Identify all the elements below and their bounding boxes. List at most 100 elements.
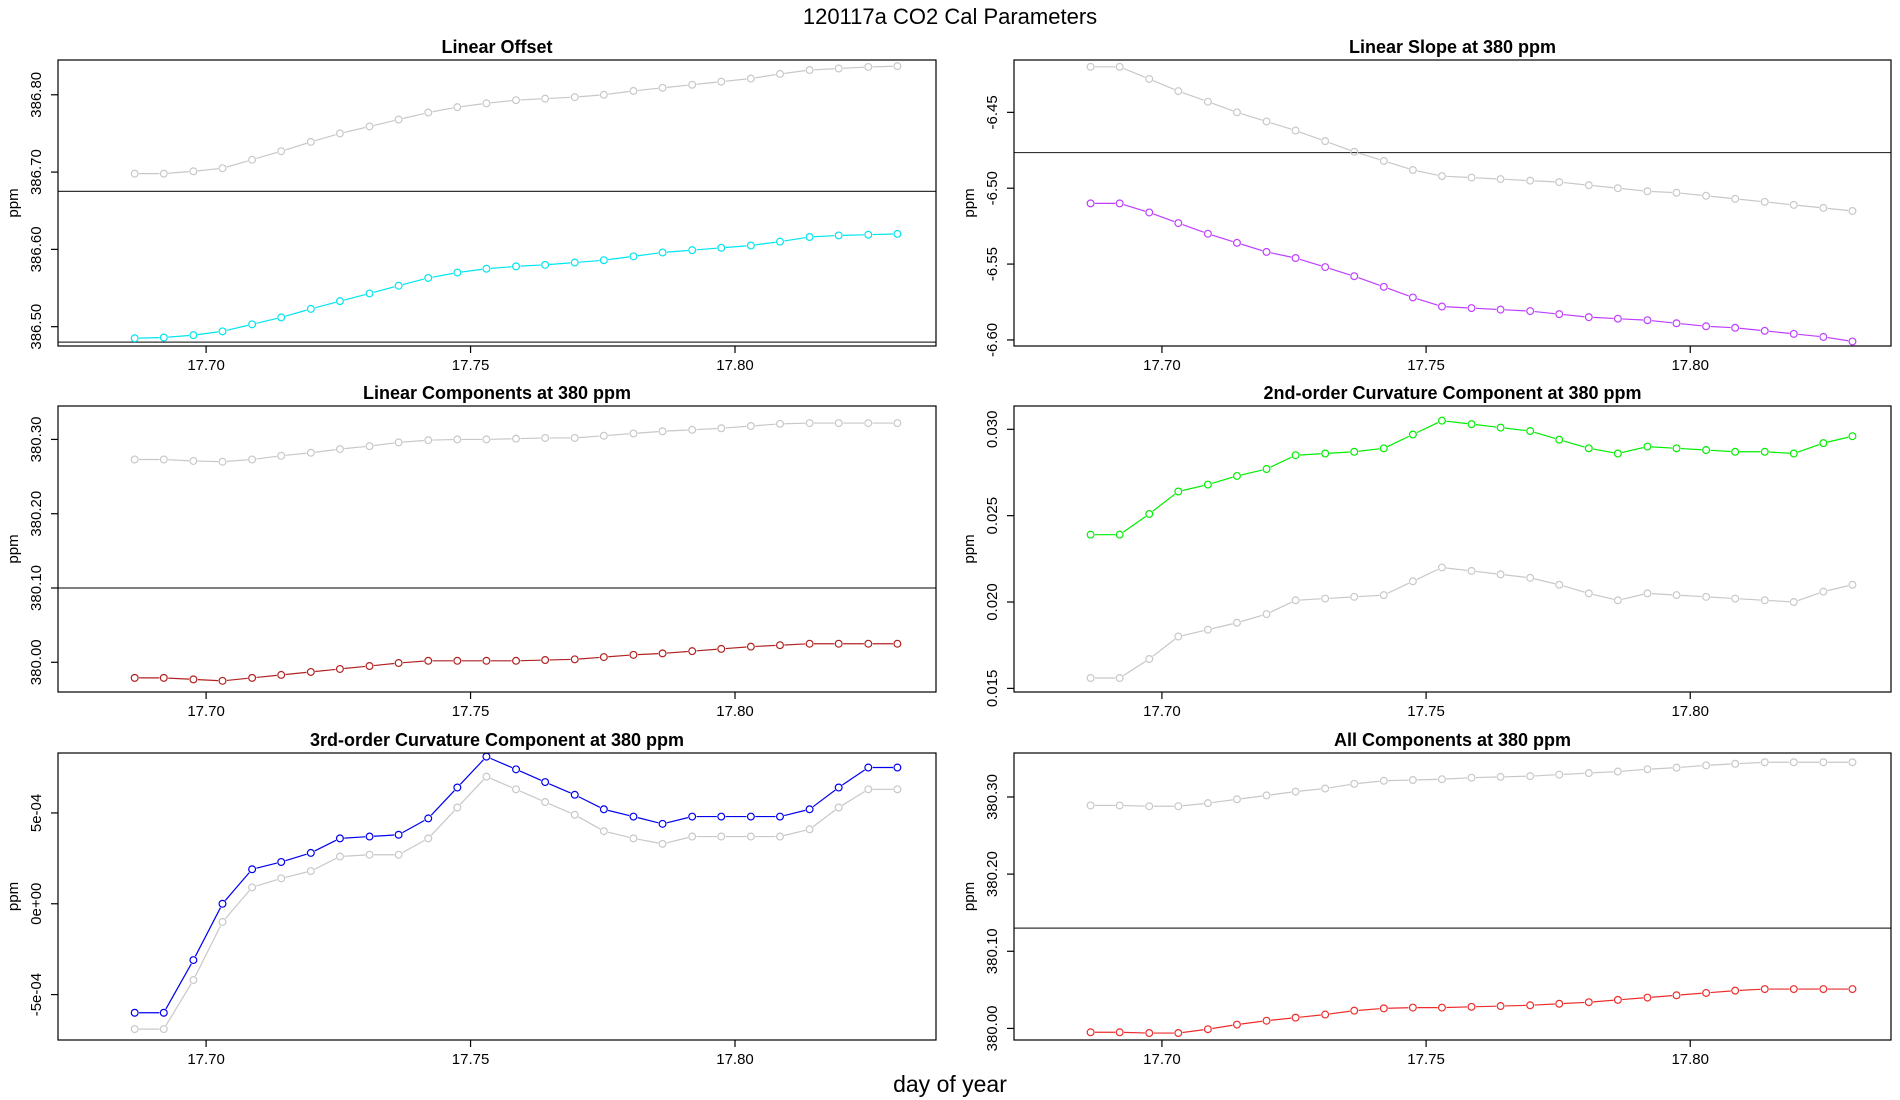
data-point-current bbox=[306, 667, 315, 676]
plot-frame bbox=[1013, 405, 1892, 693]
data-point-current bbox=[1262, 247, 1271, 256]
data-point-reference bbox=[1526, 176, 1535, 185]
series-line-current bbox=[194, 907, 222, 957]
series-line-current bbox=[1710, 325, 1731, 329]
series-line-reference bbox=[1241, 614, 1263, 623]
plot-frame bbox=[57, 59, 937, 347]
y-tick-label: -6.55 bbox=[984, 247, 1001, 281]
data-point-reference bbox=[335, 852, 344, 861]
series-line-current bbox=[1270, 1017, 1292, 1021]
series-line-reference bbox=[1739, 598, 1761, 601]
series-line-reference bbox=[784, 70, 806, 74]
data-point-current bbox=[1262, 1016, 1271, 1025]
data-point-current bbox=[541, 778, 550, 787]
data-point-reference bbox=[482, 772, 491, 781]
series-line-reference bbox=[637, 430, 659, 434]
data-point-reference bbox=[189, 456, 198, 465]
data-point-current bbox=[834, 783, 843, 792]
series-line-current bbox=[1212, 1024, 1233, 1030]
data-point-reference bbox=[1379, 156, 1388, 165]
series-line-current bbox=[1827, 336, 1849, 342]
series-line-reference bbox=[314, 134, 336, 142]
data-point-current bbox=[1086, 1028, 1095, 1037]
data-point-reference bbox=[570, 810, 579, 819]
data-point-reference bbox=[130, 169, 139, 178]
x-tick-label: 17.75 bbox=[452, 1051, 490, 1068]
data-point-reference bbox=[541, 433, 550, 442]
series-line-reference bbox=[1212, 623, 1233, 630]
y-tick-label: 380.00 bbox=[984, 1005, 1001, 1051]
data-point-current bbox=[1467, 420, 1476, 429]
data-point-current bbox=[1437, 302, 1446, 311]
data-point-current bbox=[1379, 1004, 1388, 1013]
data-point-reference bbox=[746, 422, 755, 431]
data-point-reference bbox=[1145, 655, 1154, 664]
plot-frame bbox=[57, 752, 937, 1041]
series-line-current bbox=[1593, 999, 1614, 1003]
series-line-reference bbox=[1358, 780, 1380, 785]
series-line-reference bbox=[1651, 190, 1673, 194]
data-point-reference bbox=[864, 785, 873, 794]
series-line-current bbox=[1651, 995, 1673, 998]
data-point-reference bbox=[159, 1025, 168, 1034]
series-line-current bbox=[256, 862, 278, 869]
data-point-current bbox=[1203, 480, 1212, 489]
data-point-reference bbox=[1321, 784, 1330, 793]
series-line-reference bbox=[285, 871, 307, 878]
data-point-current bbox=[424, 814, 433, 823]
series-line-reference bbox=[696, 81, 717, 85]
series-line-current bbox=[1563, 1001, 1585, 1005]
series-line-reference bbox=[1739, 761, 1761, 765]
series-line-reference bbox=[1534, 180, 1555, 183]
series-line-reference bbox=[725, 78, 747, 82]
data-point-reference bbox=[1789, 598, 1798, 607]
series-line-reference bbox=[666, 84, 688, 88]
data-point-current bbox=[306, 848, 315, 857]
series-line-current bbox=[168, 334, 190, 338]
data-point-current bbox=[1555, 310, 1564, 319]
y-axis-label: ppm bbox=[961, 882, 978, 911]
series-line-current bbox=[578, 796, 601, 808]
data-point-current bbox=[775, 641, 784, 650]
x-tick-label: 17.70 bbox=[187, 1051, 225, 1068]
series-line-current bbox=[315, 668, 336, 673]
data-point-reference bbox=[1702, 191, 1711, 200]
data-point-current bbox=[541, 260, 550, 269]
data-point-reference bbox=[306, 137, 315, 146]
series-line-current bbox=[637, 817, 659, 824]
series-line-reference bbox=[197, 168, 219, 172]
series-line-reference bbox=[1504, 775, 1526, 778]
series-line-reference bbox=[226, 459, 248, 462]
series-line-reference bbox=[842, 791, 865, 806]
series-line-current bbox=[459, 759, 484, 785]
y-tick-label: 380.00 bbox=[28, 639, 45, 685]
panel-title: Linear Offset bbox=[441, 37, 552, 57]
data-point-current bbox=[1819, 332, 1828, 341]
data-point-reference bbox=[394, 115, 403, 124]
data-point-reference bbox=[1613, 767, 1622, 776]
data-point-current bbox=[629, 252, 638, 261]
panel-title: Linear Components at 380 ppm bbox=[363, 383, 631, 403]
data-point-current bbox=[130, 334, 139, 343]
data-point-current bbox=[1145, 1029, 1154, 1038]
data-point-reference bbox=[1408, 166, 1417, 175]
series-line-reference bbox=[1299, 131, 1322, 141]
data-point-reference bbox=[306, 867, 315, 876]
data-point-current bbox=[717, 812, 726, 821]
series-line-reference bbox=[1534, 774, 1555, 777]
series-line-reference bbox=[1124, 804, 1145, 807]
series-line-current bbox=[1241, 469, 1263, 476]
data-point-reference bbox=[1115, 674, 1124, 683]
x-tick-label: 17.70 bbox=[187, 357, 225, 374]
data-point-reference bbox=[1350, 147, 1359, 156]
y-tick-label: 5e-04 bbox=[28, 794, 45, 832]
series-line-reference bbox=[402, 112, 425, 120]
data-point-current bbox=[453, 268, 462, 277]
data-point-current bbox=[1408, 430, 1417, 439]
series-line-reference bbox=[1563, 585, 1585, 593]
data-point-reference bbox=[1379, 776, 1388, 785]
data-point-current bbox=[805, 639, 814, 648]
data-point-reference bbox=[658, 83, 667, 92]
chart-panel-3rd-order-curvature-component-at-380-ppm: 3rd-order Curvature Component at 380 ppm… bbox=[5, 730, 937, 1068]
series-line-reference bbox=[666, 837, 689, 844]
